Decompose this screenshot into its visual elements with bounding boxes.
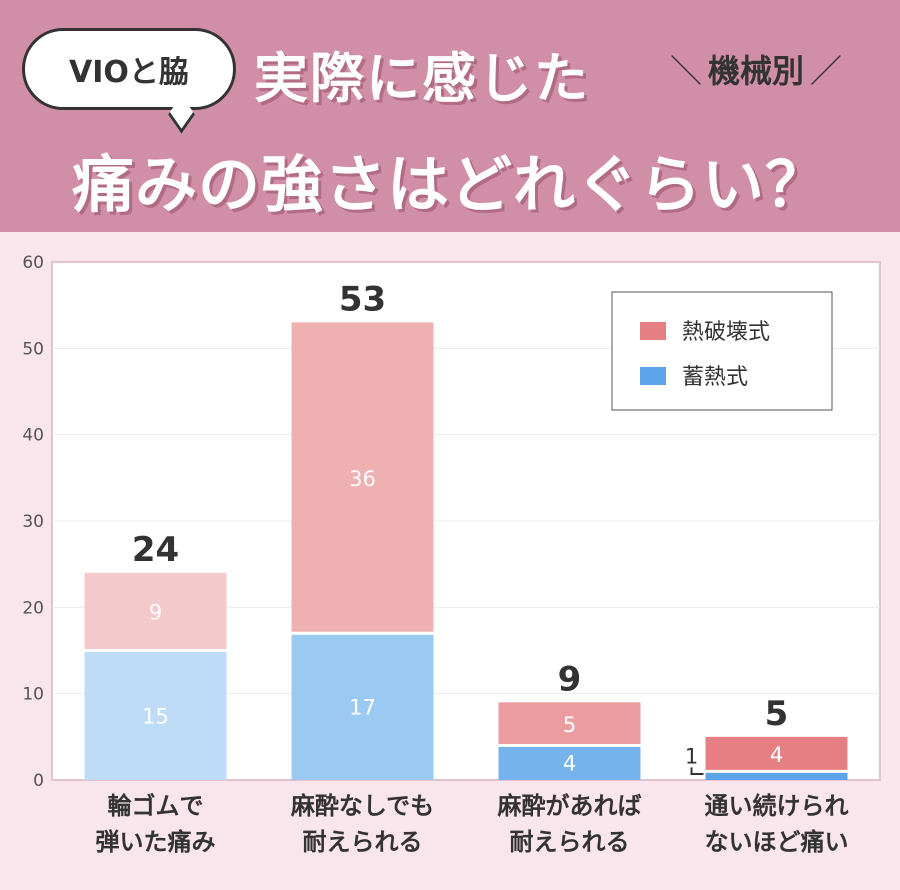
bubble-text: VIOと脇 [69, 55, 189, 90]
bar-heat-storage [84, 650, 227, 780]
x-category-label: 麻酔なしでも [290, 792, 434, 820]
y-tick-label: 0 [33, 771, 44, 791]
total-label: 5 [765, 694, 789, 734]
x-category-label: ないほど痛い [705, 828, 849, 856]
bar-heat-storage [291, 633, 434, 780]
bar-heat-destruction [705, 736, 848, 772]
x-category-label: 弾いた痛み [96, 828, 216, 856]
machine-tag-text: 機械別 [708, 52, 805, 90]
data-label-heat-destruction: 5 [563, 713, 576, 737]
data-label-heat-storage: 4 [563, 752, 576, 776]
machine-tag: ＼ 機械別／ [664, 46, 848, 92]
data-label-heat-storage: 1 [685, 744, 698, 768]
y-tick-label: 30 [22, 512, 44, 532]
header-banner: VIOと脇 実際に感じた ＼ 機械別／ 痛みの強さはどれぐらい？ [0, 0, 900, 232]
total-label: 53 [339, 279, 386, 319]
y-tick-label: 50 [22, 339, 44, 359]
bar-heat-destruction [498, 702, 641, 746]
data-label-heat-destruction: 4 [770, 743, 783, 767]
data-label-heat-destruction: 9 [149, 601, 162, 625]
legend-swatch-heat-destruction [640, 322, 666, 340]
speech-bubble: VIOと脇 [22, 28, 236, 110]
data-label-heat-destruction: 36 [349, 467, 376, 491]
legend-label-heat-destruction: 熱破壊式 [682, 320, 770, 345]
y-tick-label: 60 [22, 253, 44, 273]
y-tick-label: 20 [22, 598, 44, 618]
legend-label-heat-storage: 蓄熱式 [682, 365, 748, 390]
total-label: 24 [132, 530, 179, 570]
slash-right-icon: ／ [810, 52, 843, 90]
bar-heat-destruction [84, 572, 227, 651]
x-category-label: 麻酔があれば [497, 792, 642, 820]
data-label-heat-storage: 17 [349, 696, 376, 720]
total-label: 9 [558, 659, 582, 699]
x-category-label: 耐えられる [303, 828, 423, 856]
bar-heat-storage [705, 771, 848, 780]
bar-heat-destruction [291, 322, 434, 634]
bar-heat-storage [498, 745, 641, 780]
x-category-label: 通い続けられ [705, 792, 849, 820]
y-tick-label: 40 [22, 426, 44, 446]
title-line-1: 実際に感じた [254, 47, 590, 110]
data-label-heat-storage: 15 [142, 704, 169, 728]
y-tick-label: 10 [22, 685, 44, 705]
legend-box [611, 291, 833, 411]
callout-bracket [690, 767, 704, 775]
stacked-bar-chart: 010203040506015924輪ゴムで弾いた痛み173653麻酔なしでも耐… [22, 253, 881, 856]
title-line-2: 痛みの強さはどれぐらい？ [72, 148, 829, 221]
x-category-label: 耐えられる [510, 828, 630, 856]
x-category-label: 輪ゴムで [108, 792, 204, 820]
slash-left-icon: ＼ [670, 52, 703, 90]
legend-swatch-heat-storage [640, 367, 666, 385]
